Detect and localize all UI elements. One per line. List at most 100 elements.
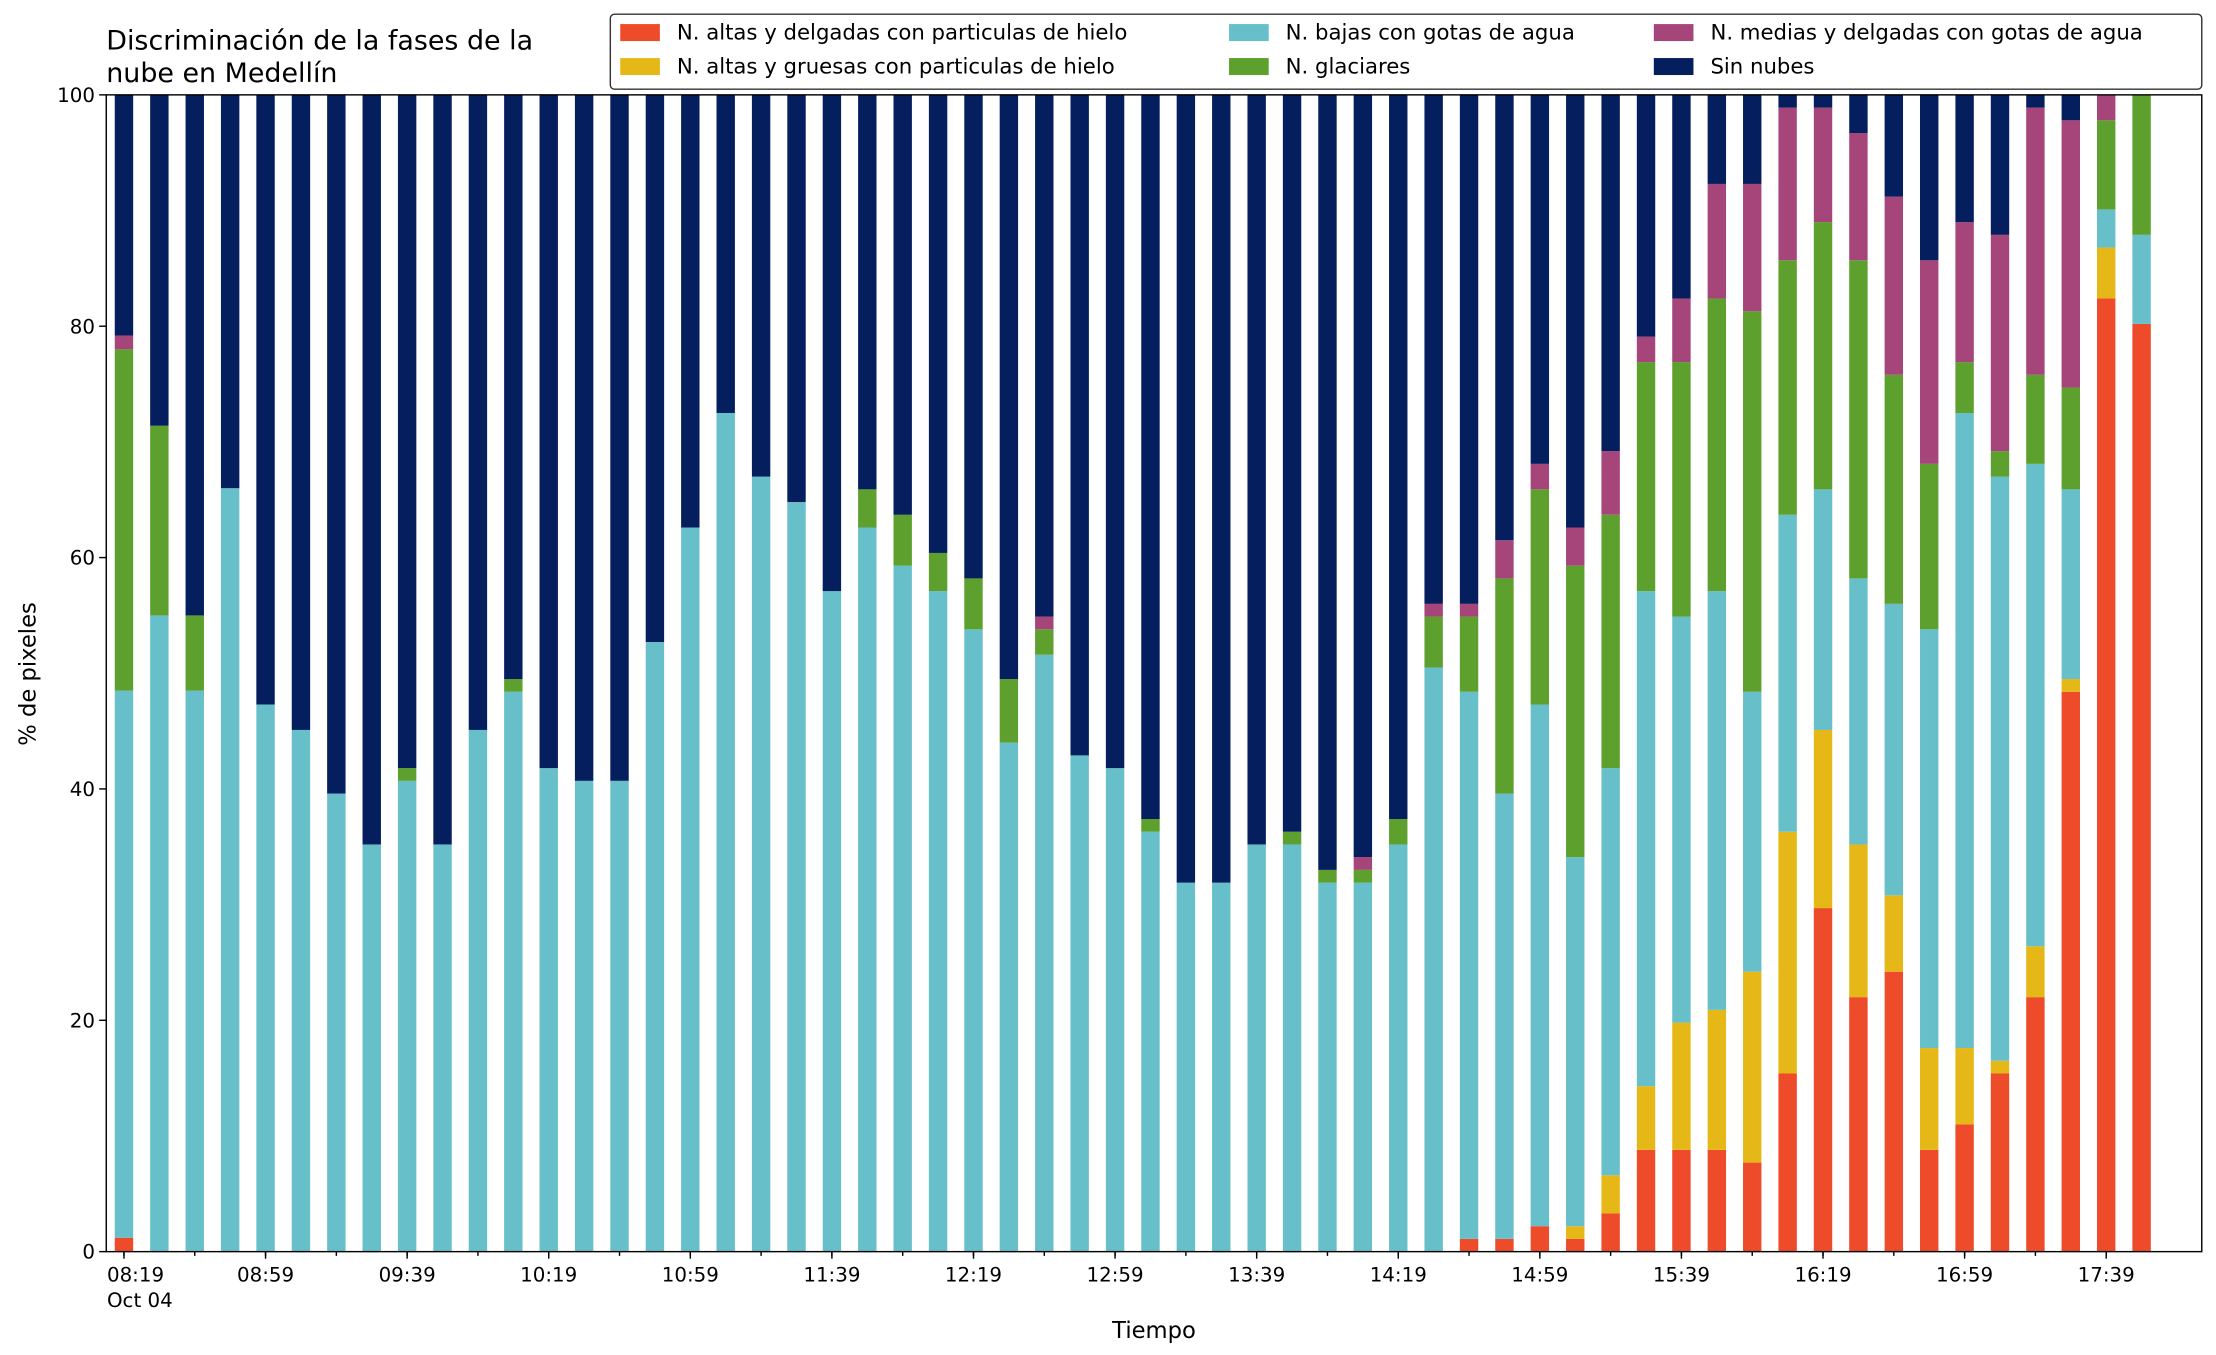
- bar-segment: [1318, 882, 1337, 1252]
- bar-segment: [610, 780, 629, 1252]
- bar-segment: [1990, 94, 2010, 235]
- bar-segment: [893, 94, 912, 515]
- bar-segment: [1495, 1238, 1514, 1252]
- legend-swatch: [1229, 58, 1269, 76]
- chart-title: Discriminación de la fases de la nube en…: [106, 26, 541, 90]
- legend-label: N. altas y delgadas con particulas de hi…: [677, 21, 1127, 46]
- legend-label: N. glaciares: [1286, 55, 1411, 80]
- bar-segment: [291, 94, 311, 730]
- bar-segment: [1990, 476, 2010, 1061]
- bar-segment: [858, 527, 877, 1252]
- bar-segment: [1672, 298, 1691, 363]
- bar-segment: [1566, 857, 1585, 1227]
- bar-segment: [1247, 94, 1266, 845]
- bar-segment: [1636, 94, 1656, 337]
- bar-segment: [964, 578, 983, 630]
- bar-segment: [1601, 1213, 1620, 1252]
- x-tick-label: 15:39: [1653, 1263, 1710, 1286]
- bar-segment: [1672, 94, 1691, 299]
- bar-segment: [504, 679, 523, 692]
- bar-segment: [1778, 107, 1797, 261]
- bar-segment: [220, 94, 240, 489]
- bar-segment: [716, 412, 735, 1252]
- bar-segment: [858, 94, 877, 490]
- x-tick-label: 12:59: [1087, 1263, 1144, 1286]
- legend-swatch: [1229, 24, 1269, 42]
- bar-segment: [185, 615, 204, 691]
- bar-segment: [1530, 94, 1550, 464]
- bar-segment: [787, 94, 806, 503]
- bar-segment: [291, 729, 311, 1252]
- bar-segment: [1424, 94, 1443, 604]
- bar-segment: [1813, 222, 1833, 490]
- bar-segment: [114, 1237, 134, 1252]
- bar-segment: [1353, 869, 1373, 883]
- bar-segment: [1070, 94, 1089, 756]
- bar-segment: [1778, 831, 1797, 1074]
- bar-segment: [1282, 844, 1302, 1252]
- bar-segment: [1743, 183, 1762, 312]
- legend-swatch: [1653, 58, 1694, 76]
- bar-segment: [1884, 603, 1904, 896]
- bar-segment: [1920, 94, 1939, 261]
- bar-segment: [397, 780, 417, 1252]
- bar-segment: [2132, 94, 2151, 235]
- legend-label: N. altas y gruesas con particulas de hie…: [677, 55, 1115, 80]
- bar-segment: [1636, 591, 1656, 1087]
- bar-segment: [2026, 94, 2045, 108]
- x-tick-label: 14:19: [1370, 1263, 1427, 1286]
- bar-segment: [1813, 908, 1833, 1252]
- bar-segment: [2061, 679, 2081, 692]
- bar-segment: [1743, 94, 1762, 184]
- bar-segment: [858, 489, 877, 528]
- bar-segment: [1318, 94, 1337, 870]
- bar-segment: [185, 690, 204, 1252]
- y-tick-label: 20: [70, 1009, 95, 1032]
- bar-segment: [1636, 336, 1656, 363]
- bar-segment: [1282, 831, 1302, 845]
- bar-segment: [1530, 463, 1550, 490]
- bar-segment: [114, 335, 134, 350]
- bar-segment: [1070, 755, 1089, 1252]
- bar-segment: [1707, 94, 1727, 184]
- bar-segment: [1884, 895, 1904, 972]
- bar-segment: [1920, 1048, 1939, 1150]
- bar-segment: [220, 488, 240, 1252]
- bar-segment: [822, 94, 842, 592]
- y-tick-label: 40: [70, 778, 95, 801]
- bar-segment: [1212, 94, 1231, 883]
- bar-segment: [1495, 793, 1514, 1239]
- bar-segment: [751, 476, 771, 1252]
- legend-swatch: [620, 24, 660, 42]
- bar-segment: [1353, 94, 1373, 858]
- bar-segment: [1318, 869, 1337, 883]
- bar-segment: [397, 768, 417, 781]
- bar-segment: [327, 94, 346, 794]
- bar-segment: [1459, 603, 1479, 617]
- bar-segment: [1778, 94, 1797, 108]
- bar-segment: [1920, 463, 1939, 630]
- legend-label: N. medias y delgadas con gotas de agua: [1710, 21, 2142, 46]
- bar-segment: [999, 742, 1019, 1252]
- legend-frame: [609, 13, 2203, 90]
- bar-segment: [1282, 94, 1302, 832]
- bar-segment: [574, 780, 594, 1252]
- bar-segment: [645, 642, 665, 1252]
- bar-segment: [1884, 374, 1904, 604]
- bar-segment: [1035, 629, 1054, 655]
- bar-segment: [504, 691, 523, 1252]
- bar-segment: [1813, 94, 1833, 108]
- bar-segment: [1530, 489, 1550, 705]
- bar-segment: [1955, 1124, 1974, 1252]
- bar-segment: [1884, 971, 1904, 1252]
- bar-segment: [1566, 527, 1585, 566]
- bar-segment: [610, 94, 629, 781]
- bar-segment: [1035, 616, 1054, 630]
- bar-segment: [1849, 997, 1868, 1252]
- bar-segment: [256, 94, 275, 705]
- bar-segment: [574, 94, 594, 781]
- bar-segment: [1884, 196, 1904, 375]
- bar-segment: [1707, 183, 1727, 299]
